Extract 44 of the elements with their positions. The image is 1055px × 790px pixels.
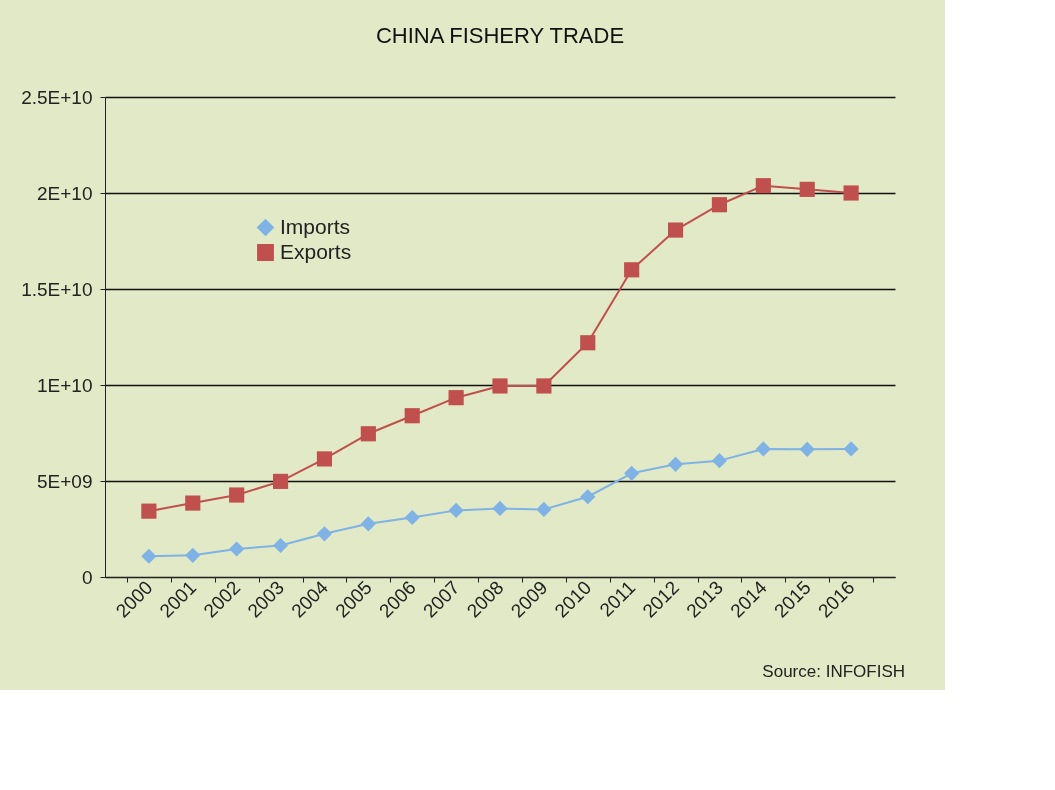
point [360,516,376,532]
y-tick-label: 1E+10 [37,374,93,396]
y-tick-label: 0 [81,566,93,588]
point [580,335,596,351]
point [185,547,201,563]
point [711,197,728,213]
point [141,548,157,564]
point [624,465,640,481]
point [843,441,859,457]
y-tick-label: 1.5E+10 [21,278,93,300]
point [711,453,728,469]
point [667,222,684,238]
legend-label: Imports [280,214,351,238]
point [580,489,596,505]
point [536,378,552,394]
point [448,502,464,518]
point [843,185,859,201]
point [667,456,684,472]
y-tick-label: 2.5E+10 [21,86,93,108]
point [229,541,245,557]
point [272,473,289,489]
point [755,178,771,194]
point [185,495,201,511]
point [799,441,815,457]
point [272,537,289,554]
point [799,181,815,197]
point [492,378,508,394]
point [404,408,420,424]
point [404,509,420,526]
chart-title: CHINA FISHERY TRADE [375,23,625,48]
point [536,501,552,517]
source-note: Source: INFOFISH [762,662,905,681]
point [448,390,464,406]
legend-label: Exports [280,239,352,263]
point [316,451,333,467]
point [141,503,157,519]
y-tick-label: 2E+10 [37,182,93,204]
point [492,500,508,517]
point [755,441,771,457]
point [316,526,333,542]
y-tick-label: 5E+09 [37,470,93,492]
point [360,426,376,442]
point [624,262,640,278]
point [229,487,245,503]
